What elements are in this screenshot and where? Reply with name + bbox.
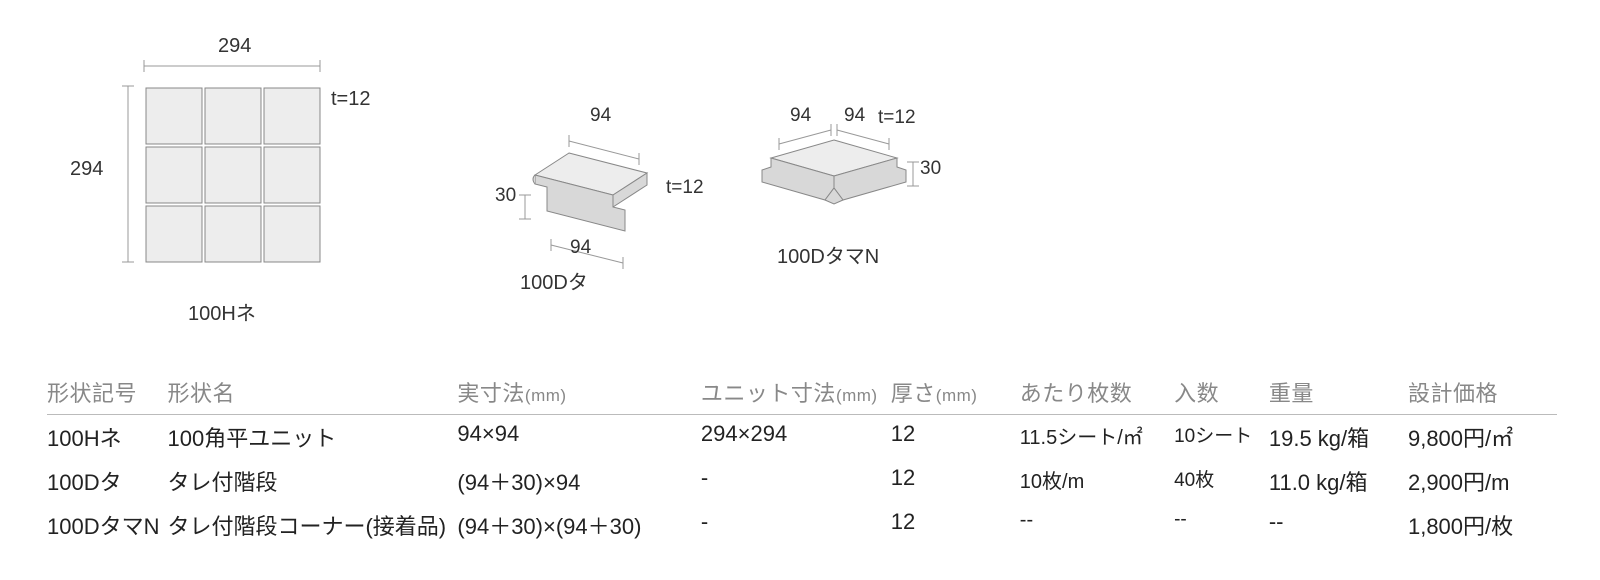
th-unit-size: ユニット寸法(mm) bbox=[701, 370, 891, 415]
fig3-right-dim: 30 bbox=[920, 158, 941, 180]
th-price: 設計価格 bbox=[1408, 370, 1557, 415]
fig2-left-dim: 30 bbox=[495, 185, 516, 207]
cell-c5: 10枚/m bbox=[1020, 459, 1174, 503]
fig2-t-label: t=12 bbox=[666, 177, 704, 199]
cell-c2: (94＋30)×(94＋30) bbox=[457, 503, 701, 547]
fig1-top-dim: 294 bbox=[218, 35, 251, 58]
fig2-top-dim: 94 bbox=[590, 105, 611, 127]
cell-c7: 19.5 kg/箱 bbox=[1269, 415, 1408, 460]
fig2-bottom-dim: 94 bbox=[570, 237, 591, 259]
cell-c3: - bbox=[701, 459, 891, 503]
fig1-caption: 100Hネ bbox=[188, 297, 256, 326]
fig2-caption: 100Dタ bbox=[520, 266, 588, 295]
cell-c3: 294×294 bbox=[701, 415, 891, 460]
cell-c6: 10シート bbox=[1174, 415, 1269, 460]
cell-c2: (94＋30)×94 bbox=[457, 459, 701, 503]
fig3-top-dim-l: 94 bbox=[790, 105, 811, 127]
cell-c7: -- bbox=[1269, 503, 1408, 547]
th-count: 入数 bbox=[1174, 370, 1269, 415]
cell-c4: 12 bbox=[891, 459, 1020, 503]
fig1-t-label: t=12 bbox=[331, 88, 370, 111]
cell-c2: 94×94 bbox=[457, 415, 701, 460]
fig3-t-label: t=12 bbox=[878, 107, 916, 129]
cell-c0: 100Hネ bbox=[47, 415, 167, 460]
cell-c4: 12 bbox=[891, 503, 1020, 547]
cell-c8: 1,800円/枚 bbox=[1408, 503, 1557, 547]
fig3-top-dim-r: 94 bbox=[844, 105, 865, 127]
table-row: 100Dタタレ付階段(94＋30)×94-1210枚/m40枚11.0 kg/箱… bbox=[47, 459, 1557, 503]
table-row: 100DタマNタレ付階段コーナー(接着品)(94＋30)×(94＋30)-12-… bbox=[47, 503, 1557, 547]
cell-c8: 9,800円/㎡ bbox=[1408, 415, 1557, 460]
cell-c0: 100DタマN bbox=[47, 503, 167, 547]
th-thickness: 厚さ(mm) bbox=[891, 370, 1020, 415]
cell-c7: 11.0 kg/箱 bbox=[1269, 459, 1408, 503]
cell-c6: 40枚 bbox=[1174, 459, 1269, 503]
th-weight: 重量 bbox=[1269, 370, 1408, 415]
cell-c0: 100Dタ bbox=[47, 459, 167, 503]
cell-c8: 2,900円/m bbox=[1408, 459, 1557, 503]
table-row: 100Hネ100角平ユニット94×94294×2941211.5シート/㎡10シ… bbox=[47, 415, 1557, 460]
cell-c4: 12 bbox=[891, 415, 1020, 460]
spec-table: 形状記号 形状名 実寸法(mm) ユニット寸法(mm) 厚さ(mm) あたり枚数… bbox=[47, 370, 1557, 547]
cell-c1: タレ付階段 bbox=[167, 459, 457, 503]
cell-c5: 11.5シート/㎡ bbox=[1020, 415, 1174, 460]
cell-c5: -- bbox=[1020, 503, 1174, 547]
fig1-left-dim: 294 bbox=[70, 158, 103, 181]
fig3-caption: 100DタマN bbox=[777, 240, 879, 269]
table-header-row: 形状記号 形状名 実寸法(mm) ユニット寸法(mm) 厚さ(mm) あたり枚数… bbox=[47, 370, 1557, 415]
th-shape-code: 形状記号 bbox=[47, 370, 167, 415]
cell-c1: タレ付階段コーナー(接着品) bbox=[167, 503, 457, 547]
figure-100hne bbox=[70, 40, 370, 340]
cell-c3: - bbox=[701, 503, 891, 547]
cell-c1: 100角平ユニット bbox=[167, 415, 457, 460]
th-actual-size: 実寸法(mm) bbox=[457, 370, 701, 415]
diagram-area: 294 294 t=12 100Hネ 94 30 94 t=12 100Dタ bbox=[70, 40, 970, 340]
th-shape-name: 形状名 bbox=[167, 370, 457, 415]
cell-c6: -- bbox=[1174, 503, 1269, 547]
th-per: あたり枚数 bbox=[1020, 370, 1174, 415]
